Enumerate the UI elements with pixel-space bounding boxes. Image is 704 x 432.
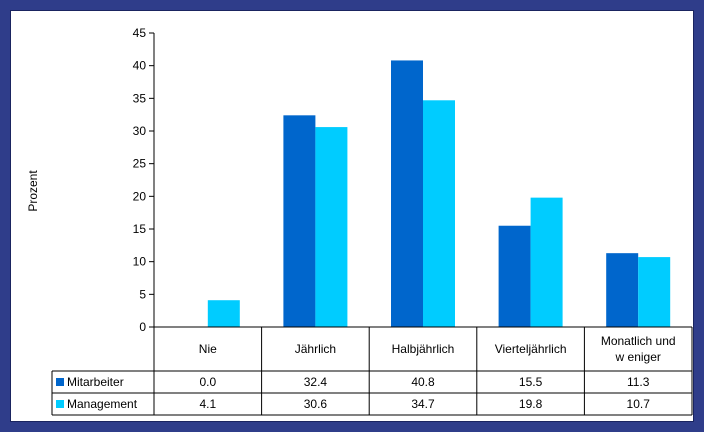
- bar-management-1: [315, 127, 348, 327]
- data-table: Nie Jährlich Halbjährlich Vierteljährlich Mo…: [51, 326, 693, 416]
- y-tick-label: 25: [133, 157, 147, 171]
- data-label: 32.4: [304, 375, 328, 389]
- x-category-label: Vierteljährlich: [495, 342, 567, 356]
- data-label: 11.3: [627, 375, 650, 389]
- data-label: 15.5: [519, 375, 543, 389]
- data-label: 19.8: [519, 397, 543, 411]
- y-tick-label: 45: [133, 26, 147, 40]
- y-tick-label: 15: [133, 222, 147, 236]
- y-axis-label: Prozent: [26, 170, 40, 212]
- legend-label: Management: [67, 397, 138, 411]
- data-label: 40.8: [411, 375, 435, 389]
- y-tick-label: 10: [133, 255, 147, 269]
- data-label: 0.0: [199, 375, 216, 389]
- data-label: 4.1: [199, 397, 216, 411]
- legend-swatch: [56, 378, 64, 386]
- legend-swatch: [56, 400, 64, 408]
- x-category-label: Jährlich: [295, 342, 336, 356]
- bar-mitarbeiter-3: [498, 225, 531, 327]
- bar-management-3: [530, 197, 563, 327]
- bar-chart: Prozent 0 5 10 15 20 25 30 35 40 45 Nie Jährlich Ha…: [26, 26, 693, 416]
- chart-frame: Prozent 0 5 10 15 20 25 30 35 40 45 Nie Jährlich Ha…: [10, 10, 694, 422]
- x-category-label: Nie: [199, 342, 217, 356]
- bar-management-4: [638, 257, 671, 327]
- bar-mitarbeiter-2: [391, 60, 423, 327]
- y-tick-label: 5: [139, 287, 146, 301]
- bar-mitarbeiter-1: [283, 115, 316, 327]
- y-tick-label: 40: [133, 59, 147, 73]
- data-label: 34.7: [411, 397, 435, 411]
- data-label: 30.6: [304, 397, 328, 411]
- y-axis: 0 5 10 15 20 25 30 35 40 45: [133, 26, 155, 334]
- data-label: 10.7: [627, 397, 651, 411]
- x-category-label: Monatlich und: [601, 334, 676, 348]
- y-tick-label: 0: [139, 320, 146, 334]
- x-category-label: Halbjährlich: [392, 342, 455, 356]
- y-tick-label: 20: [133, 189, 147, 203]
- bar-management-2: [423, 100, 455, 327]
- bar-management-0: [207, 300, 240, 327]
- bar-mitarbeiter-4: [606, 253, 639, 327]
- y-tick-label: 35: [133, 91, 147, 105]
- legend-label: Mitarbeiter: [67, 375, 124, 389]
- y-tick-label: 30: [133, 124, 147, 138]
- x-category-label: w eniger: [615, 350, 661, 364]
- bars: [207, 60, 671, 327]
